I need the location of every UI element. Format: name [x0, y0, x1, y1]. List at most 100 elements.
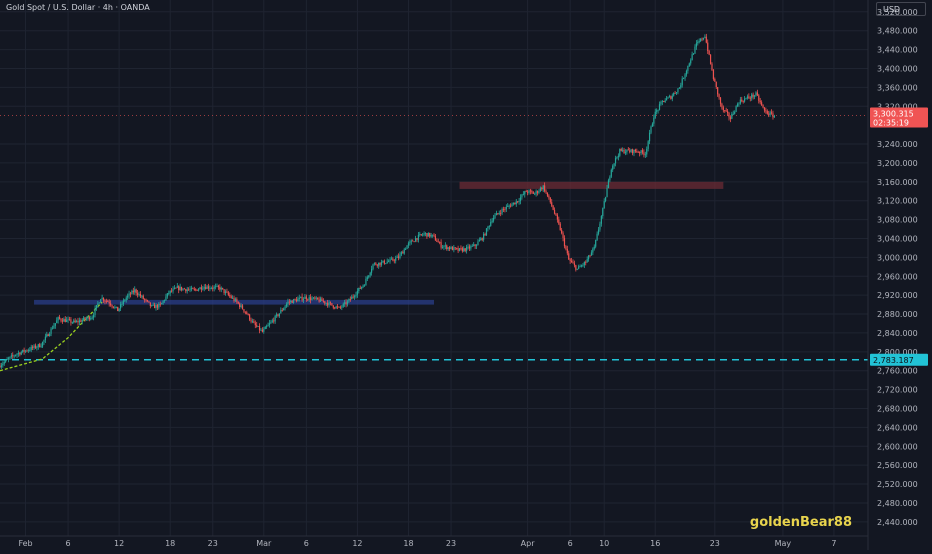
candle-body	[40, 346, 42, 348]
candle-body	[318, 299, 320, 302]
candle-body	[647, 141, 649, 149]
candle-body	[725, 110, 727, 112]
candle-body	[467, 246, 469, 248]
candle-body	[159, 303, 161, 305]
price-axis-tick: 2,640.000	[877, 423, 918, 432]
candle-body	[522, 194, 524, 196]
candle-body	[182, 288, 184, 290]
candle-body	[46, 334, 48, 337]
price-axis-tick: 3,400.000	[877, 64, 918, 73]
candle-body	[19, 352, 21, 355]
candle-body	[57, 317, 59, 321]
candle-body	[233, 297, 235, 301]
candle-body	[372, 264, 374, 269]
candle-body	[317, 297, 319, 300]
candle-body	[107, 300, 109, 302]
price-axis-tick: 3,000.000	[877, 253, 918, 262]
candle-body	[494, 215, 496, 218]
candle-body	[573, 263, 576, 266]
candle-body	[163, 300, 166, 302]
candle-body	[683, 78, 685, 79]
candle-body	[709, 54, 712, 64]
candle-body	[29, 350, 31, 351]
candle-body	[505, 206, 507, 210]
price-axis-tick: 2,760.000	[877, 367, 918, 376]
candle-body	[613, 163, 615, 166]
candle-body	[227, 292, 229, 295]
candle-body	[271, 320, 273, 322]
candle-body	[447, 247, 449, 250]
candle-body	[97, 303, 99, 306]
candle-body	[115, 306, 117, 308]
price-axis-tick: 3,080.000	[877, 216, 918, 225]
candle-body	[470, 246, 472, 249]
candle-body	[197, 289, 200, 291]
candle-body	[531, 191, 533, 193]
candle-body	[7, 358, 10, 360]
candle-body	[673, 93, 675, 96]
candle-body	[156, 304, 159, 308]
candle-body	[348, 298, 350, 302]
candle-body	[702, 37, 705, 40]
candle-body	[677, 88, 679, 93]
candle-body	[127, 295, 129, 298]
candle-body	[405, 249, 407, 250]
candle-body	[270, 321, 272, 324]
candle-body	[224, 291, 227, 293]
candle-body	[342, 303, 344, 307]
candle-body	[100, 299, 102, 303]
candle-body	[314, 297, 316, 299]
currency-button[interactable]: USD	[876, 2, 926, 16]
candle-body	[572, 262, 574, 264]
candle-body	[691, 54, 693, 61]
candle-body	[56, 320, 58, 324]
candle-body	[433, 234, 435, 237]
candle-body	[684, 74, 686, 79]
candle-body	[251, 321, 254, 323]
candle-body	[460, 248, 462, 249]
candle-body	[524, 191, 526, 195]
candle-body	[485, 228, 488, 236]
candle-body	[274, 315, 276, 322]
price-axis-tick: 3,200.000	[877, 159, 918, 168]
candle-body	[192, 288, 194, 289]
bar-countdown-label: 02:35:19	[873, 119, 909, 128]
candle-body	[539, 188, 541, 192]
candle-body	[599, 223, 601, 230]
candle-body	[529, 190, 532, 192]
candle-body	[176, 286, 178, 288]
candle-body	[22, 349, 24, 353]
candle-body	[83, 317, 85, 320]
candle-body	[410, 240, 412, 242]
candle-body	[3, 361, 5, 364]
candle-body	[663, 100, 665, 102]
candle-body	[607, 180, 610, 189]
candle-body	[358, 287, 360, 292]
candle-body	[237, 301, 239, 304]
price-axis-tick: 3,320.000	[877, 102, 918, 111]
price-axis-tick: 3,040.000	[877, 234, 918, 243]
candle-body	[165, 296, 167, 301]
candle-body	[44, 336, 46, 341]
candle-body	[610, 169, 612, 177]
candle-body	[362, 285, 364, 287]
candle-body	[456, 248, 458, 249]
symbol-title[interactable]: Gold Spot / U.S. Dollar · 4h · OANDA	[6, 3, 150, 12]
candle-body	[66, 319, 68, 322]
price-axis-tick: 2,960.000	[877, 272, 918, 281]
candle-body	[189, 289, 191, 291]
time-axis-tick: 16	[650, 539, 660, 548]
candle-body	[739, 99, 741, 104]
candle-body	[734, 111, 736, 114]
candle-body	[112, 306, 115, 308]
candle-body	[402, 252, 404, 254]
price-axis-tick: 3,480.000	[877, 27, 918, 36]
candle-body	[295, 299, 298, 302]
candle-body	[661, 100, 663, 102]
candle-body	[698, 41, 700, 42]
candle-body	[375, 263, 377, 265]
price-axis-tick: 2,680.000	[877, 404, 918, 413]
candle-body	[166, 293, 168, 297]
